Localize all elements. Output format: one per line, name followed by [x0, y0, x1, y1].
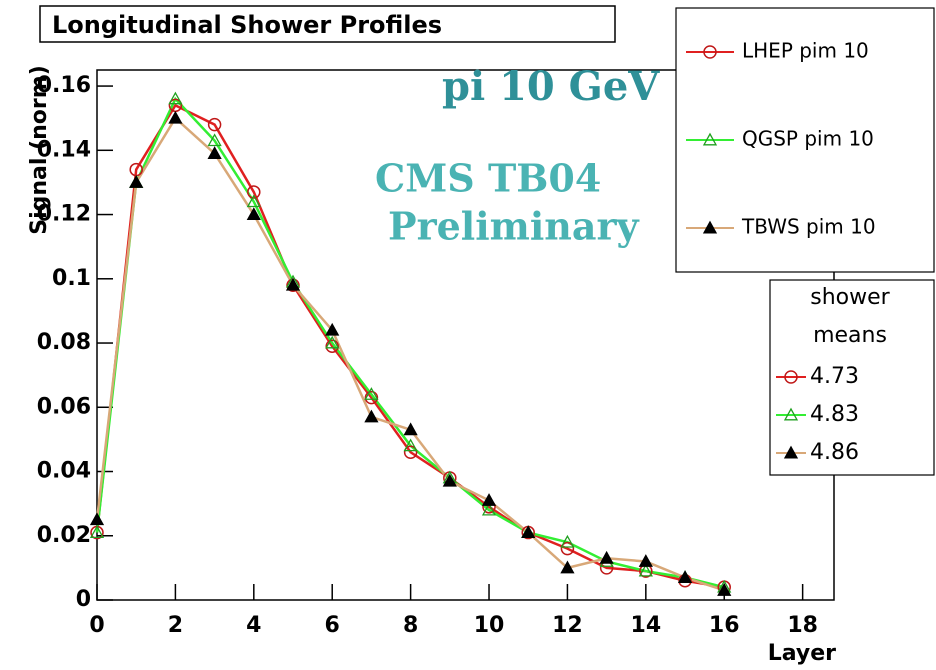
x-tick-label: 12 [552, 613, 583, 638]
data-point [403, 422, 418, 436]
data-point [285, 277, 301, 291]
y-tick-label: 0.12 [37, 202, 91, 227]
data-point [560, 560, 575, 574]
data-point [364, 409, 379, 423]
data-point [246, 194, 261, 208]
y-tick-label: 0.08 [37, 330, 91, 355]
y-tick-label: 0.14 [37, 137, 91, 162]
data-point [560, 534, 575, 548]
data-point [403, 445, 418, 459]
legend-label: TBWS pim 10 [741, 215, 876, 239]
x-tick-label: 16 [709, 613, 740, 638]
means-value: 4.83 [810, 402, 859, 427]
means-marker [783, 407, 799, 421]
means-title: means [813, 323, 887, 348]
y-tick-label: 0.06 [37, 394, 91, 419]
y-tick-label: 0.02 [37, 523, 91, 548]
y-tick-label: 0.1 [52, 266, 91, 291]
y-axis-label: Signal (norm) [27, 65, 52, 235]
data-point [168, 91, 183, 105]
data-point [677, 570, 693, 583]
data-point [207, 133, 222, 147]
means-marker [783, 445, 799, 459]
data-point [560, 541, 575, 556]
data-point [521, 525, 536, 538]
data-point [207, 146, 222, 159]
means-value: 4.86 [810, 440, 859, 465]
means-title: shower [810, 285, 890, 310]
data-point [638, 563, 653, 577]
data-point [246, 207, 261, 220]
x-tick-label: 6 [325, 613, 340, 638]
data-point [89, 525, 105, 538]
x-tick-label: 0 [89, 613, 104, 638]
data-point [481, 502, 497, 516]
x-tick-label: 10 [474, 613, 505, 638]
annotation: pi 10 GeV [442, 63, 660, 110]
y-tick-label: 0.16 [37, 73, 91, 98]
x-tick-label: 4 [246, 613, 261, 638]
x-tick-label: 14 [631, 613, 662, 638]
data-point [638, 554, 653, 567]
data-point [207, 117, 222, 132]
data-point [364, 387, 379, 400]
means-marker [784, 370, 798, 384]
means-value: 4.73 [810, 364, 859, 389]
chart-title: Longitudinal Shower Profiles [52, 11, 442, 39]
annotation: CMS TB04 [375, 156, 601, 201]
legend-marker [702, 132, 718, 146]
y-tick-label: 0 [76, 587, 91, 612]
data-point [89, 512, 105, 526]
x-tick-label: 8 [403, 613, 418, 638]
data-point [403, 438, 418, 452]
x-tick-label: 18 [787, 613, 818, 638]
y-tick-label: 0.04 [37, 459, 91, 484]
legend-marker [703, 45, 717, 59]
series-line [95, 103, 725, 589]
title-box [39, 5, 616, 43]
data-point [247, 185, 261, 199]
data-point [599, 550, 614, 564]
legend-label: QGSP pim 10 [742, 127, 874, 151]
data-point [168, 110, 183, 124]
data-point [442, 473, 457, 487]
x-tick-label: 2 [168, 613, 183, 638]
annotation: Preliminary [388, 204, 640, 249]
data-point [325, 335, 340, 349]
data-point [129, 175, 144, 188]
data-point [364, 390, 379, 405]
x-axis-label: Layer [768, 641, 836, 666]
data-point [325, 322, 340, 336]
legend-label: LHEP pim 10 [742, 39, 869, 63]
legend-marker [702, 220, 718, 234]
data-point [325, 339, 339, 353]
data-point [717, 583, 732, 596]
data-point [481, 493, 497, 506]
